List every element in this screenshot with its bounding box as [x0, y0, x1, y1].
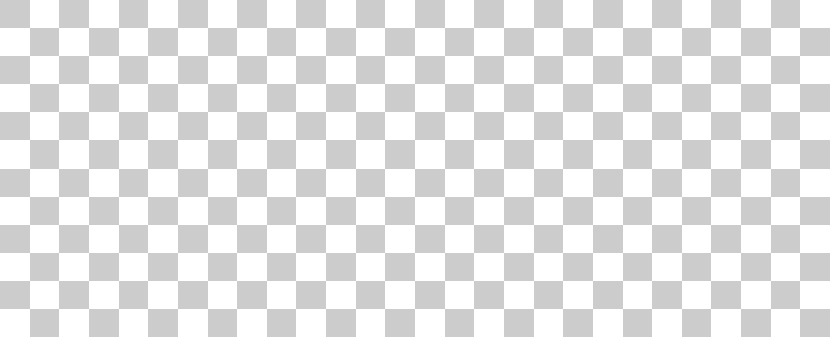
Text: Br: Br	[400, 59, 430, 87]
Text: O: O	[576, 156, 595, 181]
Text: O: O	[235, 156, 254, 181]
Text: O: O	[503, 276, 523, 301]
Text: O: O	[307, 276, 327, 301]
